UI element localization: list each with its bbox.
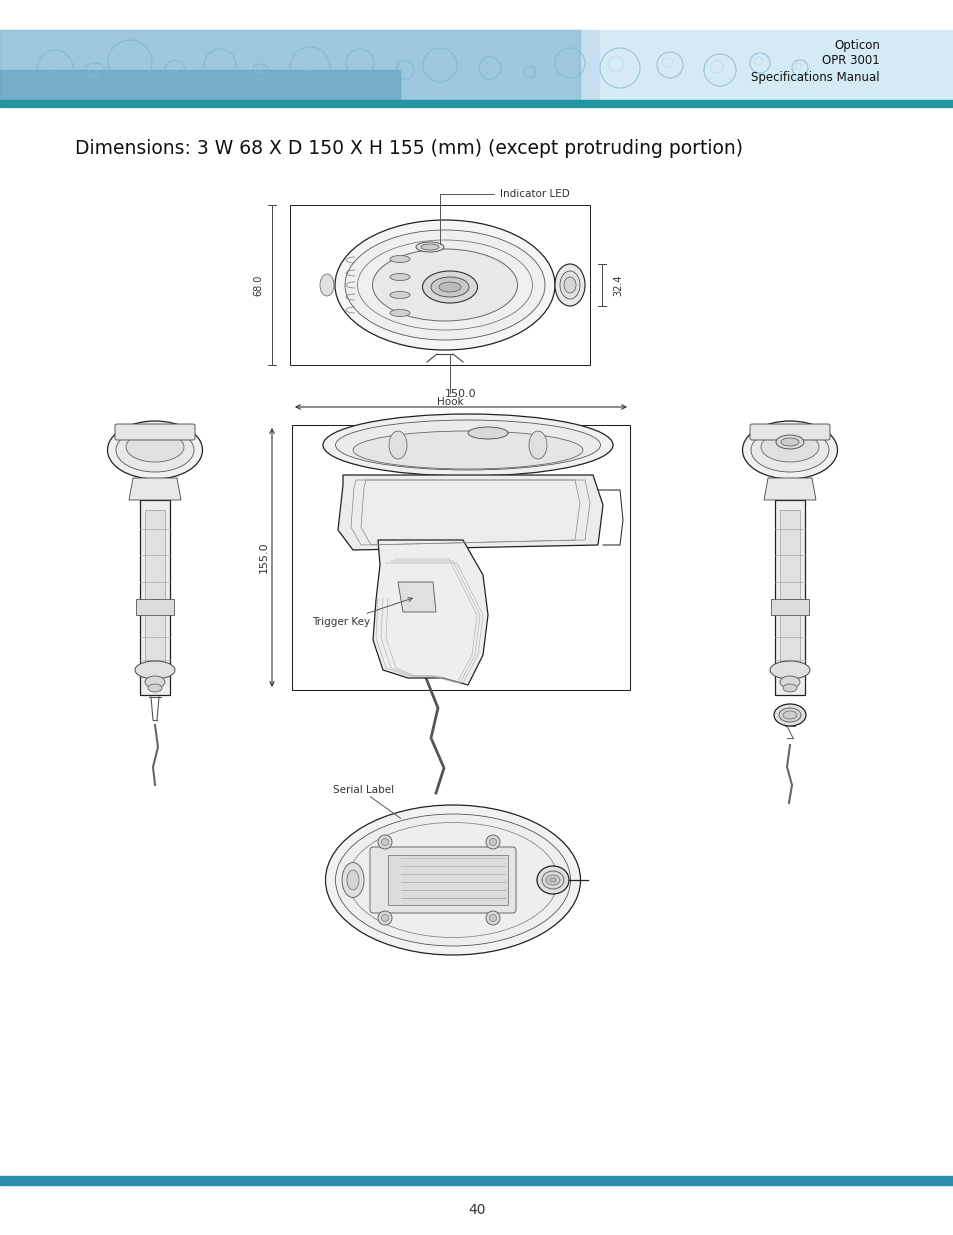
Polygon shape	[373, 540, 488, 685]
Ellipse shape	[389, 431, 407, 459]
Ellipse shape	[390, 273, 410, 280]
Ellipse shape	[335, 814, 570, 946]
Polygon shape	[397, 582, 436, 613]
Bar	[0, 30, 953, 105]
Circle shape	[381, 839, 388, 846]
Ellipse shape	[563, 277, 576, 293]
Text: Serial Label: Serial Label	[333, 785, 394, 795]
Ellipse shape	[345, 230, 544, 340]
Ellipse shape	[760, 432, 818, 462]
Bar	[774, 500, 804, 695]
Text: 68.0: 68.0	[253, 274, 263, 295]
Text: OPR 3001: OPR 3001	[821, 54, 879, 67]
Ellipse shape	[108, 421, 202, 479]
Bar	[780, 510, 800, 676]
Bar	[145, 510, 165, 676]
Circle shape	[485, 911, 499, 925]
Polygon shape	[129, 478, 181, 500]
Ellipse shape	[416, 242, 443, 252]
Ellipse shape	[390, 310, 410, 316]
Ellipse shape	[335, 420, 599, 471]
Ellipse shape	[780, 676, 800, 688]
Ellipse shape	[390, 256, 410, 263]
Bar	[290, 205, 589, 366]
Ellipse shape	[148, 684, 162, 692]
FancyBboxPatch shape	[749, 424, 829, 440]
Ellipse shape	[319, 274, 334, 296]
Ellipse shape	[750, 429, 828, 472]
Text: Dimensions: 3 W 68 X D 150 X H 155 (mm) (except protruding portion): Dimensions: 3 W 68 X D 150 X H 155 (mm) …	[75, 138, 742, 158]
Ellipse shape	[116, 429, 193, 472]
Bar	[0, 1176, 953, 1186]
Ellipse shape	[335, 220, 555, 350]
Ellipse shape	[420, 245, 438, 249]
FancyBboxPatch shape	[115, 424, 194, 440]
Ellipse shape	[775, 435, 803, 450]
Bar	[770, 599, 808, 615]
Bar	[0, 70, 399, 105]
Ellipse shape	[781, 438, 799, 446]
Ellipse shape	[372, 249, 517, 321]
Text: Opticon: Opticon	[833, 40, 879, 52]
Ellipse shape	[347, 869, 358, 890]
Text: Specifications Manual: Specifications Manual	[751, 70, 879, 84]
Text: 150.0: 150.0	[445, 389, 476, 399]
Ellipse shape	[773, 704, 805, 726]
Ellipse shape	[541, 871, 563, 889]
Ellipse shape	[468, 427, 507, 438]
Bar	[599, 30, 953, 105]
Ellipse shape	[782, 711, 796, 719]
Circle shape	[485, 835, 499, 848]
Ellipse shape	[126, 432, 184, 462]
Text: Indicator LED: Indicator LED	[439, 189, 569, 245]
FancyBboxPatch shape	[370, 847, 516, 913]
Circle shape	[377, 911, 392, 925]
Text: 155.0: 155.0	[258, 542, 269, 573]
Circle shape	[489, 839, 496, 846]
Bar	[292, 425, 629, 690]
Ellipse shape	[779, 708, 801, 722]
Ellipse shape	[529, 431, 546, 459]
Ellipse shape	[341, 862, 364, 898]
Text: Trigger Key: Trigger Key	[312, 598, 412, 627]
Circle shape	[381, 914, 388, 921]
Bar	[0, 0, 953, 30]
Bar	[0, 30, 579, 105]
Ellipse shape	[559, 270, 579, 299]
Text: 32.4: 32.4	[613, 274, 622, 295]
Ellipse shape	[537, 866, 568, 894]
Text: Hook: Hook	[436, 396, 463, 408]
Ellipse shape	[555, 264, 584, 306]
Ellipse shape	[145, 676, 165, 688]
Ellipse shape	[422, 270, 477, 303]
Circle shape	[377, 835, 392, 848]
Polygon shape	[337, 475, 602, 550]
Ellipse shape	[135, 661, 174, 679]
Ellipse shape	[323, 414, 613, 475]
Ellipse shape	[390, 291, 410, 299]
Ellipse shape	[325, 805, 579, 955]
Bar	[136, 599, 173, 615]
Ellipse shape	[431, 277, 469, 296]
Bar	[388, 855, 507, 905]
Bar	[140, 500, 170, 695]
Ellipse shape	[438, 282, 460, 291]
Bar	[0, 100, 953, 107]
Ellipse shape	[782, 684, 796, 692]
Ellipse shape	[550, 878, 556, 882]
Circle shape	[489, 914, 496, 921]
Ellipse shape	[769, 661, 809, 679]
Text: 40: 40	[468, 1203, 485, 1216]
Ellipse shape	[353, 431, 582, 469]
Ellipse shape	[741, 421, 837, 479]
Ellipse shape	[545, 876, 559, 885]
Polygon shape	[763, 478, 815, 500]
